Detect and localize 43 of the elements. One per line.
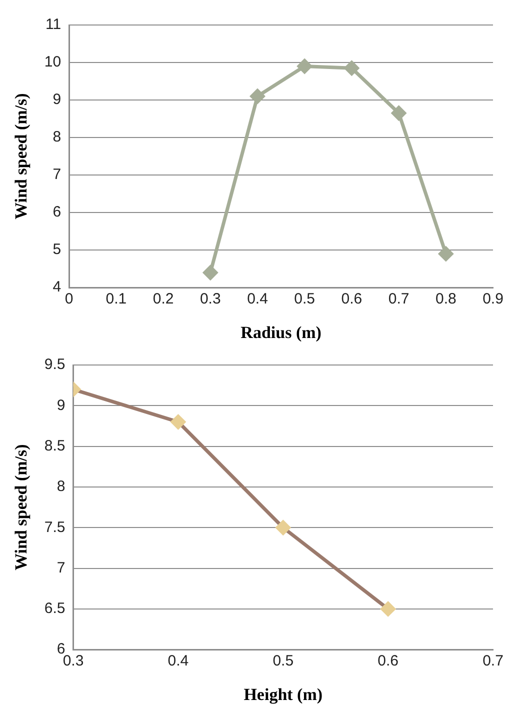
point [380, 602, 396, 616]
x-axis-title: Radius (m) [240, 323, 322, 342]
point [276, 520, 290, 535]
y-tick-label: 9.5 [44, 356, 66, 374]
y-tick-label: 6 [52, 204, 62, 221]
x-tick-label: 0.7 [388, 290, 410, 308]
x-tick-label: 0.6 [341, 290, 362, 308]
y-tick-label: 8 [56, 478, 66, 496]
y-tick-label: 11 [46, 16, 62, 34]
y-axis-title: Wind speed (m/s) [12, 93, 31, 220]
point [203, 265, 218, 280]
y-tick-label: 5 [52, 241, 62, 258]
x-tick-label: 0.4 [168, 652, 189, 670]
y-tick-label: 9 [56, 396, 66, 414]
x-tick-label: 0.4 [247, 290, 268, 308]
y-tick-label: 8.5 [44, 437, 66, 454]
y-axis-title: Wind speed (m/s) [12, 444, 31, 570]
x-tick-label: 0 [64, 290, 74, 308]
y-tick-label: 10 [44, 54, 62, 71]
y-tick-label: 7 [56, 559, 66, 576]
x-tick-label: 0.6 [378, 652, 398, 670]
point [344, 60, 359, 76]
y-tick-label: 9 [52, 91, 62, 108]
y-tick-label: 6.5 [44, 600, 66, 618]
point [438, 246, 454, 262]
point [392, 106, 406, 120]
x-tick-label: 0.3 [200, 290, 221, 308]
point [297, 59, 312, 74]
x-tick-label: 0.2 [152, 290, 174, 308]
x-axis-title: Height (m) [244, 685, 323, 704]
y-tick-label: 8 [52, 128, 62, 146]
x-tick-label: 0.5 [272, 652, 294, 670]
y-tick-label: 7 [52, 166, 62, 184]
point [250, 89, 265, 104]
y-tick-label: 4 [52, 278, 62, 296]
x-tick-label: 0.3 [62, 652, 84, 670]
point [170, 414, 186, 430]
x-tick-label: 0.8 [435, 290, 456, 308]
x-tick-label: 0.7 [482, 652, 504, 670]
y-tick-label: 7.5 [44, 518, 66, 536]
x-tick-label: 0.1 [106, 290, 127, 308]
x-tick-label: 0.5 [294, 290, 316, 308]
x-tick-label: 0.9 [482, 290, 504, 308]
